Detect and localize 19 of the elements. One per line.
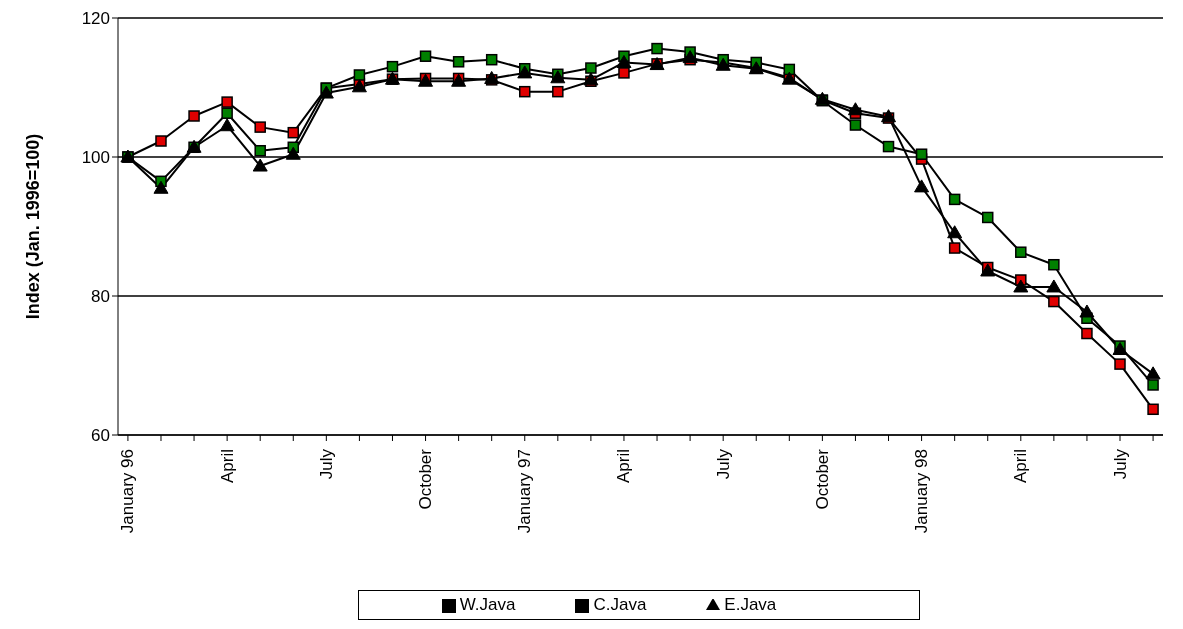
x-tick-label: April [614, 449, 634, 484]
legend-label: E.Java [724, 595, 777, 614]
x-tick-label: January 96 [118, 449, 138, 534]
x-tick-label: April [217, 449, 237, 484]
y-tick-label: 100 [81, 148, 110, 168]
y-tick-label: 60 [91, 426, 110, 446]
x-tick-label: July [713, 448, 733, 480]
y-tick-label: 120 [81, 9, 110, 29]
x-tick-label: October [416, 448, 436, 510]
x-tick-label: July [316, 448, 336, 480]
x-tick-label: January 98 [912, 449, 932, 534]
x-tick-label: July [1110, 448, 1130, 480]
legend-label: C.Java [593, 595, 647, 614]
y-tick-label: 80 [91, 287, 110, 307]
x-tick-label: January 97 [515, 449, 535, 534]
x-tick-label: October [812, 448, 832, 510]
x-tick-label: April [1011, 449, 1031, 484]
y-axis-title: Index (Jan. 1996=100) [23, 133, 44, 320]
legend-label: W.Java [459, 595, 516, 614]
